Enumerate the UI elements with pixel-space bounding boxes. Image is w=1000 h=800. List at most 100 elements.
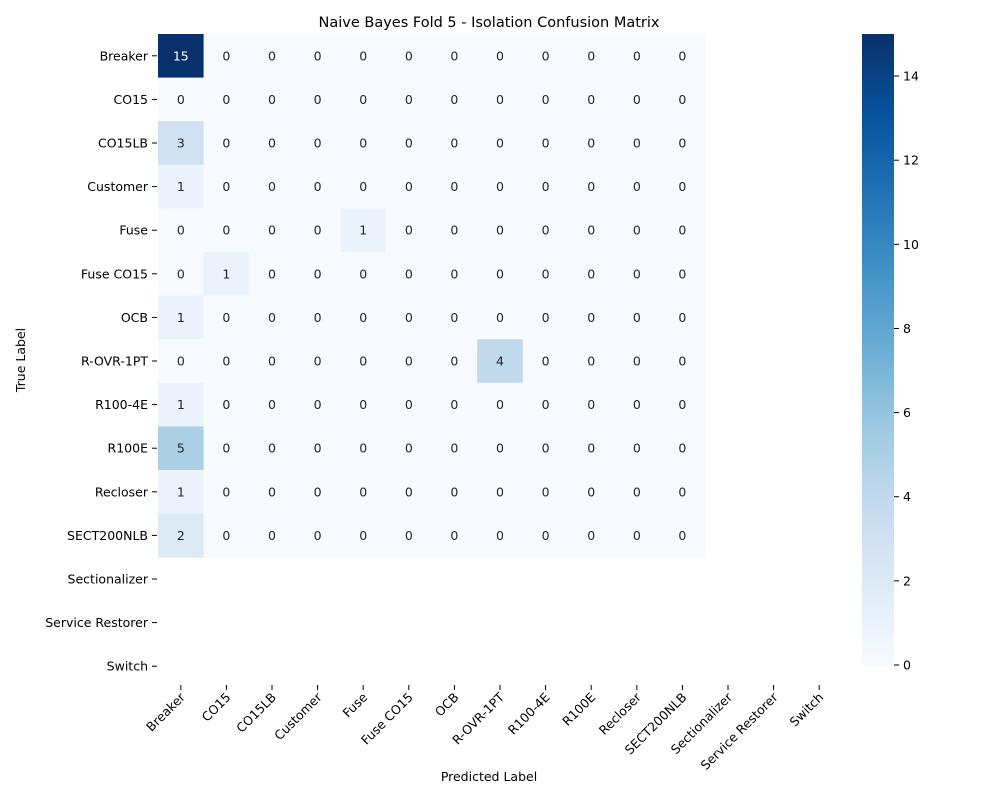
- x-tick-label: Switch: [786, 690, 826, 730]
- y-tick-label: Breaker: [100, 48, 149, 63]
- heatmap-cell: [522, 164, 569, 209]
- x-tick-label: Customer: [271, 689, 325, 743]
- heatmap-cell: [340, 252, 387, 297]
- cell-value-label: 0: [268, 136, 276, 151]
- cell-value-label: 0: [314, 223, 322, 238]
- heatmap-cell: [522, 426, 569, 471]
- cell-value-label: 0: [633, 354, 641, 369]
- heatmap-cell: [203, 34, 250, 79]
- cell-value-label: 0: [222, 48, 230, 63]
- heatmap-cell: [294, 382, 341, 427]
- colorbar-tick-label: 4: [903, 489, 911, 504]
- heatmap-cell: [614, 77, 661, 122]
- y-tick-label: R100-4E: [95, 397, 148, 412]
- y-tick-label: SECT200NLB: [67, 528, 148, 543]
- colorbar-tick-label: 12: [903, 153, 919, 168]
- heatmap-cell: [249, 34, 296, 79]
- cell-value-label: 1: [222, 266, 230, 281]
- cell-value-label: 0: [314, 179, 322, 194]
- cell-value-label: 0: [314, 528, 322, 543]
- heatmap-cell: [431, 164, 478, 209]
- cell-value-label: 0: [450, 354, 458, 369]
- heatmap-cell: [340, 339, 387, 384]
- cell-value-label: 0: [222, 136, 230, 151]
- heatmap-cell: [294, 121, 341, 166]
- cell-value-label: 2: [177, 528, 185, 543]
- cell-value-label: 5: [177, 441, 185, 456]
- heatmap-cell: [294, 426, 341, 471]
- cell-value-label: 0: [222, 223, 230, 238]
- heatmap-cell: [249, 252, 296, 297]
- heatmap-cell: [477, 295, 524, 340]
- heatmap-cell: [158, 426, 205, 471]
- cell-value-label: 0: [678, 136, 686, 151]
- heatmap-cell: [294, 295, 341, 340]
- heatmap-cell: [158, 470, 205, 515]
- cell-value-label: 0: [359, 354, 367, 369]
- heatmap-cell: [386, 121, 433, 166]
- cell-value-label: 0: [222, 528, 230, 543]
- heatmap-cell: [659, 339, 706, 384]
- heatmap-cell: [158, 208, 205, 253]
- x-tick-label: CO15: [199, 690, 234, 725]
- heatmap-cell: [294, 252, 341, 297]
- cell-value-label: 0: [633, 223, 641, 238]
- cell-value-label: 0: [222, 92, 230, 107]
- cell-value-label: 1: [177, 310, 185, 325]
- cell-value-label: 0: [542, 136, 550, 151]
- colorbar-gradient: [862, 34, 894, 665]
- cell-value-label: 0: [268, 266, 276, 281]
- cell-value-label: 0: [268, 441, 276, 456]
- heatmap-cell: [158, 382, 205, 427]
- cell-value-label: 0: [268, 48, 276, 63]
- heatmap-cell: [203, 164, 250, 209]
- cell-value-label: 0: [633, 310, 641, 325]
- heatmap-cell: [340, 295, 387, 340]
- heatmap-cell: [431, 34, 478, 79]
- heatmap-cell: [158, 34, 205, 79]
- cell-value-label: 0: [587, 397, 595, 412]
- heatmap-cell: [294, 513, 341, 558]
- heatmap-cell: [568, 208, 615, 253]
- cell-value-label: 0: [268, 223, 276, 238]
- heatmap-cell: [614, 164, 661, 209]
- cell-value-label: 0: [450, 441, 458, 456]
- heatmap-cell: [386, 252, 433, 297]
- cell-value-label: 15: [173, 48, 189, 63]
- colorbar-ticks: 0 2 4 6 8 10 12 14: [894, 69, 919, 673]
- y-tick-label: Switch: [107, 659, 148, 674]
- heatmap-cell: [386, 208, 433, 253]
- cell-value-label: 0: [496, 92, 504, 107]
- y-tick-label: CO15: [114, 92, 148, 107]
- cell-value-label: 0: [177, 354, 185, 369]
- heatmap-cell: [568, 426, 615, 471]
- heatmap-cell: [249, 426, 296, 471]
- cell-value-label: 0: [314, 397, 322, 412]
- heatmap-cell: [431, 121, 478, 166]
- heatmap-cell: [294, 34, 341, 79]
- heatmap-cell: [477, 252, 524, 297]
- cell-value-label: 0: [587, 441, 595, 456]
- cell-value-label: 0: [633, 266, 641, 281]
- heatmap-cell: [294, 208, 341, 253]
- y-axis: Breaker CO15 CO15LB Customer Fuse Fuse CO15 OC…: [45, 48, 157, 674]
- heatmap-cell: [203, 295, 250, 340]
- cell-value-label: 0: [405, 92, 413, 107]
- heatmap-cell: [431, 339, 478, 384]
- cell-value-label: 0: [359, 179, 367, 194]
- heatmap-cell: [294, 470, 341, 515]
- cell-value-label: 0: [542, 528, 550, 543]
- cell-value-label: 0: [450, 92, 458, 107]
- heatmap-cell: [659, 252, 706, 297]
- cell-value-label: 0: [222, 397, 230, 412]
- cell-value-label: 0: [542, 441, 550, 456]
- cell-value-label: 0: [450, 136, 458, 151]
- heatmap-cell: [568, 513, 615, 558]
- x-axis-label: Predicted Label: [441, 769, 537, 784]
- heatmap-cell: [477, 34, 524, 79]
- x-tick-label: Breaker: [143, 689, 188, 734]
- heatmap-cell: [568, 121, 615, 166]
- heatmap-cell: [158, 513, 205, 558]
- colorbar-tick-label: 10: [903, 237, 919, 252]
- heatmap-cell: [477, 164, 524, 209]
